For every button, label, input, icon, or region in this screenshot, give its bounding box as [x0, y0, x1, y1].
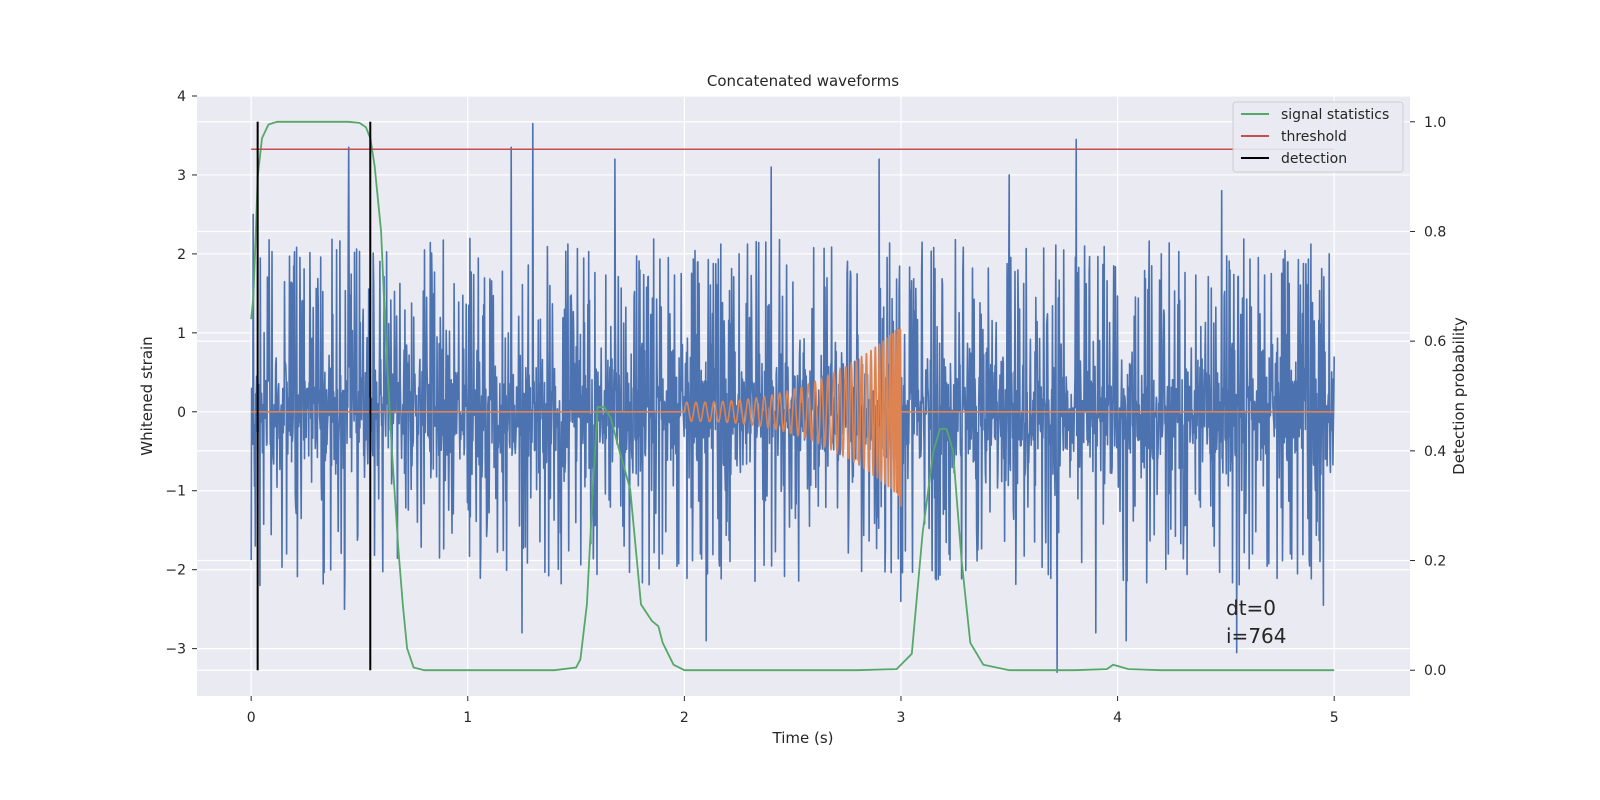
- injection-series-line: [251, 328, 1335, 507]
- x-tick-label: 1: [463, 710, 472, 726]
- y-tick-label-left: −2: [165, 563, 186, 579]
- y-tick-label-left: 2: [177, 247, 186, 263]
- right-y-axis-label: Detection probability: [1450, 317, 1468, 475]
- y-tick-label-right: 0.0: [1424, 663, 1446, 679]
- annotation-index: i=764: [1226, 624, 1287, 648]
- y-tick-label-left: −3: [165, 642, 186, 658]
- y-tick-label-left: 4: [177, 89, 186, 105]
- x-tick-label: 5: [1330, 710, 1339, 726]
- y-tick-label-left: 0: [177, 405, 186, 421]
- x-tick-label: 4: [1113, 710, 1122, 726]
- annotation-dt: dt=0: [1226, 596, 1276, 620]
- left-y-axis-ticks: −3 −2 −1 0 1 2 3 4: [165, 89, 197, 658]
- right-y-axis-ticks: 0.0 0.2 0.4 0.6 0.8 1.0: [1410, 115, 1446, 679]
- x-axis-ticks: 0 1 2 3 4 5: [247, 696, 1339, 726]
- x-tick-label: 3: [897, 710, 906, 726]
- detection-lines: [256, 121, 372, 671]
- legend: signal statistics threshold detection: [1232, 101, 1404, 173]
- x-axis-label: Time (s): [772, 729, 834, 747]
- chart-title: Concatenated waveforms: [707, 72, 899, 90]
- legend-label-threshold: threshold: [1281, 129, 1347, 145]
- y-tick-label-left: −1: [165, 484, 186, 500]
- x-tick-label: 2: [680, 710, 689, 726]
- strain-series-line: [250, 122, 1335, 674]
- legend-label-signal-statistics: signal statistics: [1281, 107, 1389, 123]
- legend-frame: [1232, 101, 1404, 173]
- y-tick-label-right: 0.8: [1424, 224, 1446, 240]
- left-y-axis-label: Whitened strain: [138, 336, 156, 455]
- y-tick-label-left: 3: [177, 168, 186, 184]
- y-tick-label-right: 0.6: [1424, 334, 1446, 350]
- y-tick-label-right: 1.0: [1424, 115, 1446, 131]
- y-tick-label-right: 0.2: [1424, 554, 1446, 570]
- x-tick-label: 0: [247, 710, 256, 726]
- y-tick-label-left: 1: [177, 326, 186, 342]
- y-tick-label-right: 0.4: [1424, 444, 1446, 460]
- signal-statistics-line: [250, 120, 1335, 672]
- legend-label-detection: detection: [1281, 151, 1347, 167]
